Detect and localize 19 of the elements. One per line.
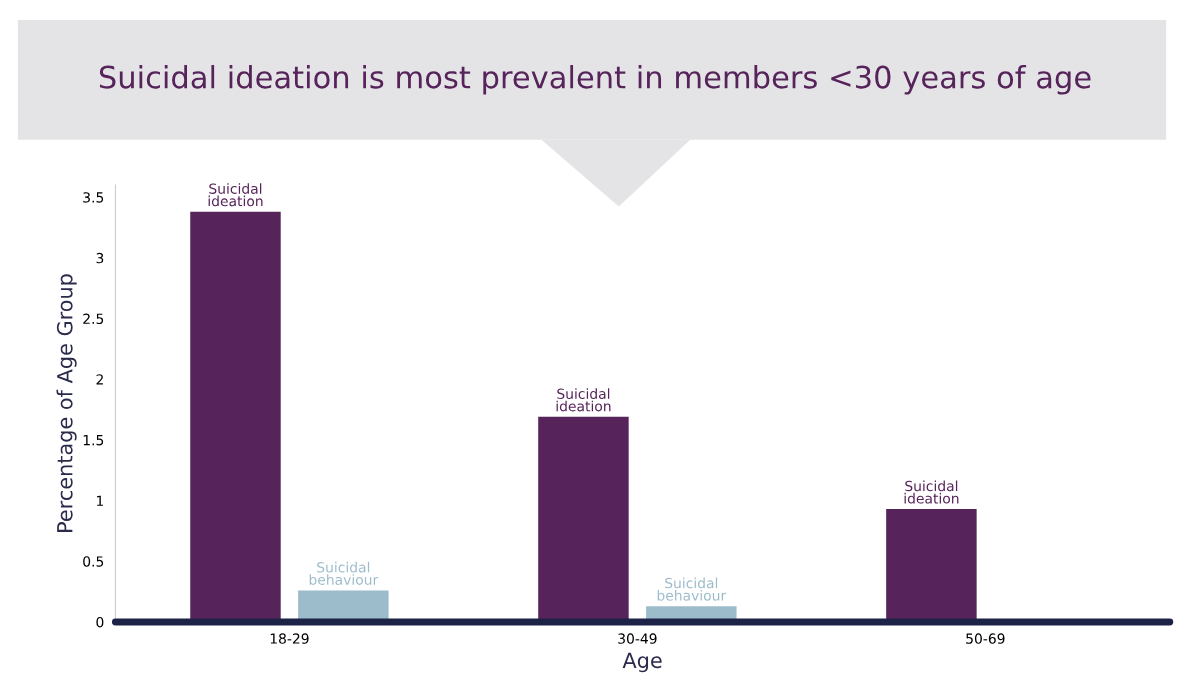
y-tick-label: 2 [96, 374, 103, 385]
y-tick-label: 2.5 [83, 313, 104, 325]
x-axis-title: Age [622, 652, 662, 673]
y-tick-label: 1.5 [83, 435, 104, 446]
y-tick-label: 0 [96, 616, 104, 628]
text: Suicidal ideation [208, 183, 263, 207]
series-label: Suicidal ideation [904, 480, 959, 504]
text: Suicidal behaviour [309, 561, 379, 585]
x-tick-label: 18-29 [270, 633, 309, 644]
y-tick-label: 3 [96, 252, 104, 264]
chart-title: Suicidal ideation is most prevalent in members <30 years of age [99, 65, 1091, 95]
x-tick-label: 30-49 [618, 633, 657, 644]
text: Suicidal ideation [556, 388, 611, 412]
y-tick-label: 3.5 [83, 192, 104, 203]
y-tick-label: 0.5 [83, 556, 104, 567]
y-tick-label: 1 [97, 495, 104, 506]
x-tick-label: 50-69 [966, 633, 1005, 644]
series-label: Suicidal behaviour [657, 577, 727, 601]
y-axis-title: Percentage of Age Group [56, 274, 77, 532]
